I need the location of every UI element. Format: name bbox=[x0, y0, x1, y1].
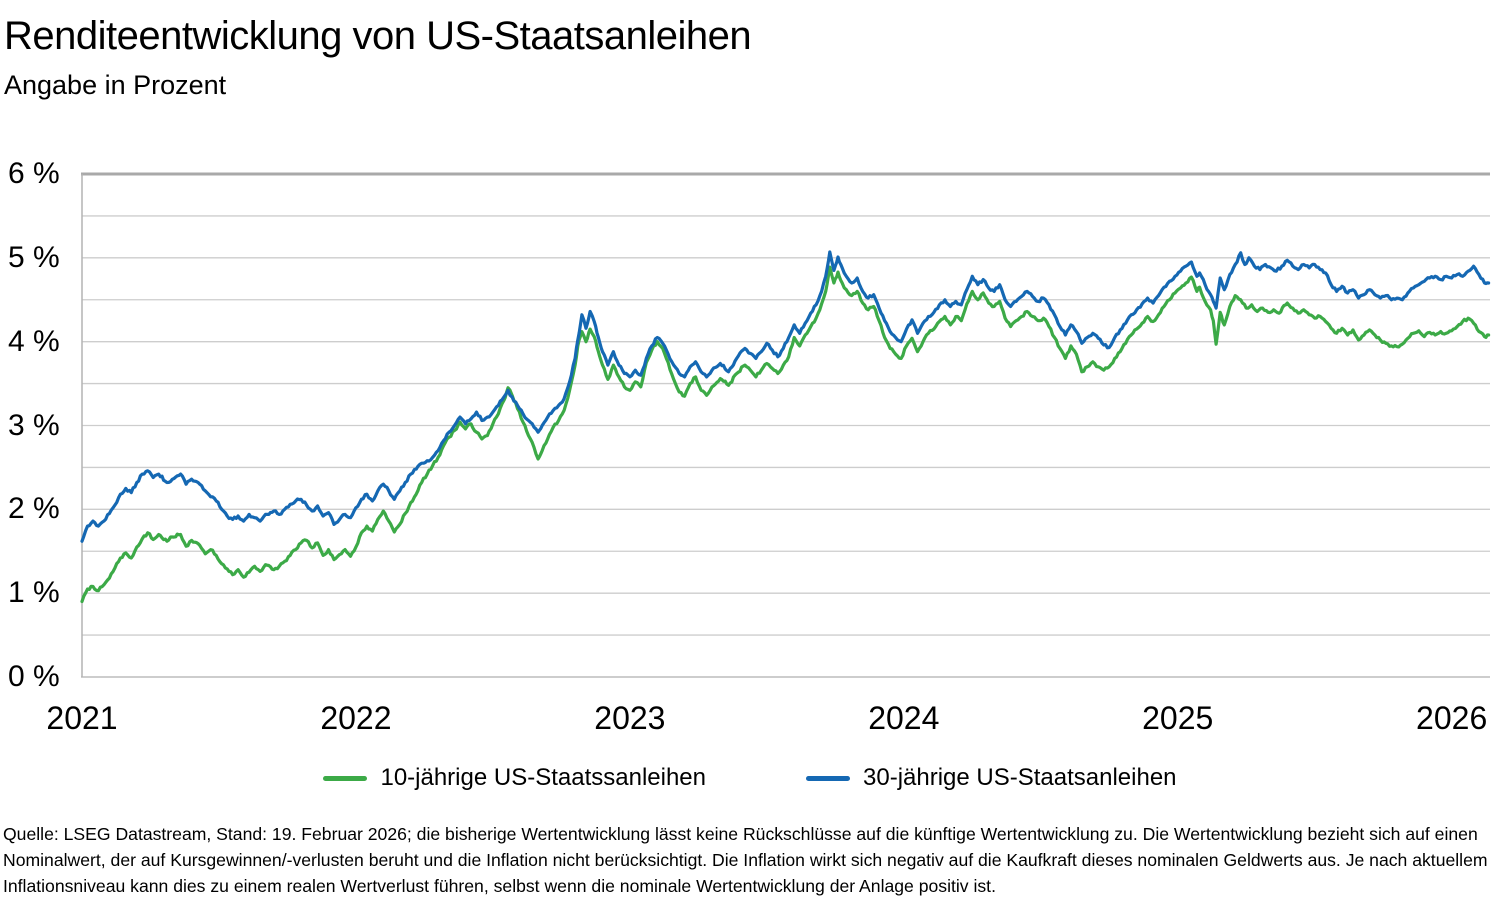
series-line bbox=[80, 265, 1491, 604]
y-axis-label: 6 % bbox=[8, 157, 60, 190]
legend-item-30y: 30-jährige US-Staatsanleihen bbox=[806, 764, 1177, 792]
x-axis-label: 2021 bbox=[46, 700, 118, 736]
source-disclaimer-text: Quelle: LSEG Datastream, Stand: 19. Febr… bbox=[3, 824, 1488, 896]
x-axis-label: 2026 bbox=[1416, 700, 1488, 736]
legend-swatch-10y-line-icon bbox=[323, 775, 368, 781]
legend-label-30y: 30-jährige US-Staatsanleihen bbox=[863, 764, 1177, 791]
y-axis-label: 5 % bbox=[8, 240, 60, 274]
y-axis-label: 4 % bbox=[8, 324, 60, 358]
legend-item-10y: 10-jährige US-Staatssanleihen bbox=[323, 764, 706, 792]
y-axis-label: 1 % bbox=[8, 576, 60, 610]
series-line bbox=[80, 250, 1491, 543]
y-axis-label: 2 % bbox=[8, 492, 60, 526]
legend-label-10y: 10-jährige US-Staatssanleihen bbox=[380, 764, 706, 791]
y-axis-label: 3 % bbox=[8, 408, 60, 442]
page-title: Renditeentwicklung von US-Staatsanleihen bbox=[4, 14, 752, 58]
page-subtitle: Angabe in Prozent bbox=[4, 70, 227, 100]
x-axis-label: 2025 bbox=[1142, 700, 1214, 736]
x-axis-label: 2023 bbox=[594, 700, 666, 736]
x-axis-label: 2024 bbox=[868, 700, 940, 736]
x-axis-label: 2022 bbox=[320, 700, 392, 736]
y-axis-label: 0 % bbox=[8, 660, 60, 693]
legend-swatch-30y-line-icon bbox=[806, 775, 850, 781]
chart-legend: 10-jährige US-Staatssanleihen 30-jährige… bbox=[0, 764, 1500, 792]
